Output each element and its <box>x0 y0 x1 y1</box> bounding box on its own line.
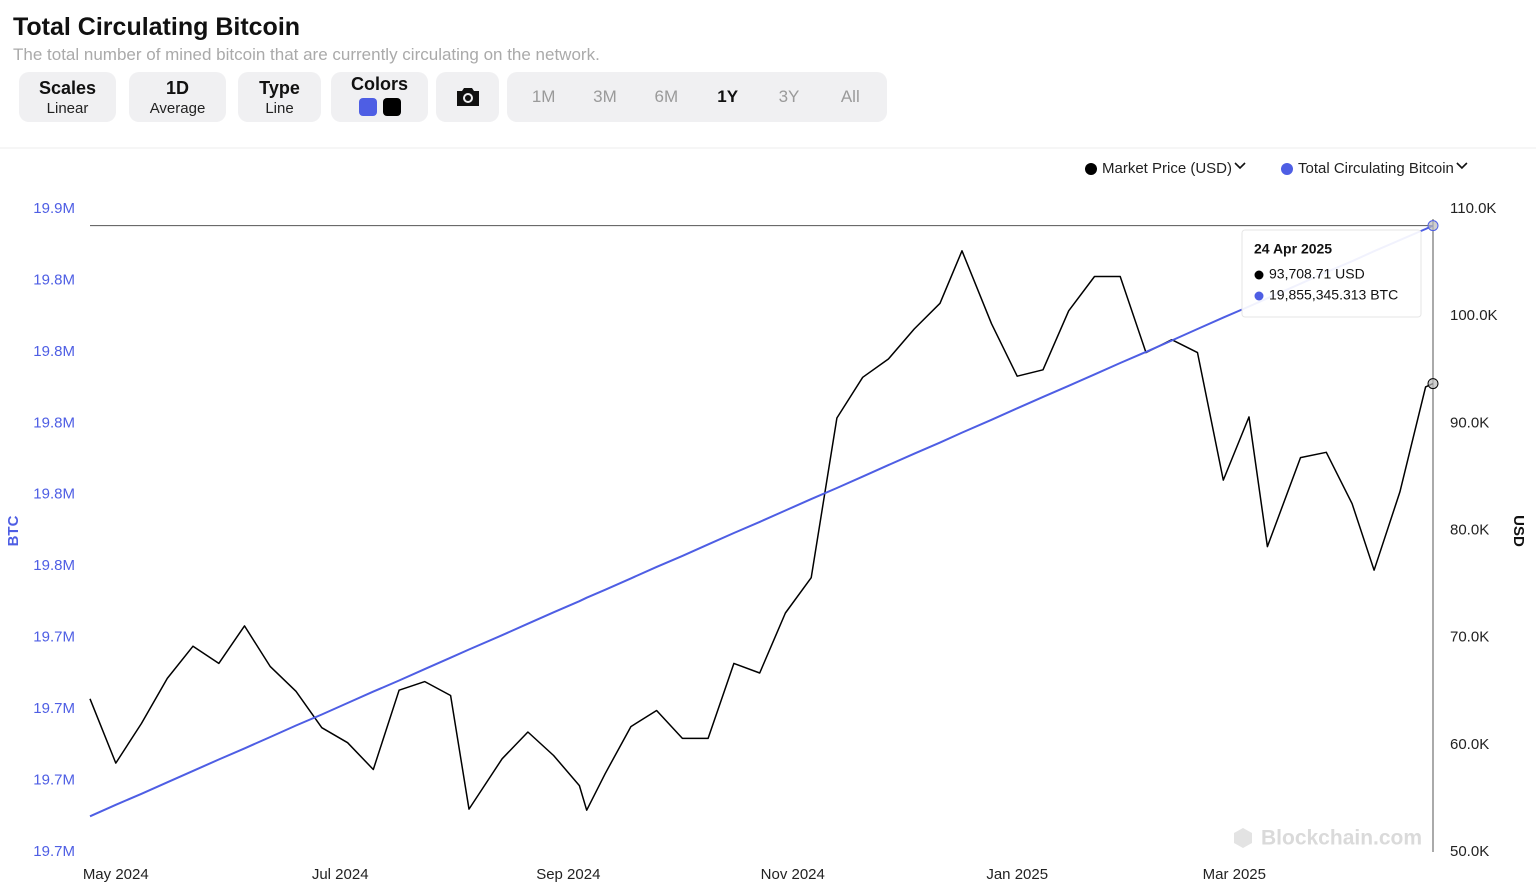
swatches <box>356 95 404 121</box>
swatch <box>358 97 377 116</box>
tooltip-box <box>1241 229 1422 318</box>
range-button[interactable]: 6M <box>654 87 679 106</box>
legend-marker <box>1281 163 1293 175</box>
x-tick-label: Mar 2025 <box>1203 866 1266 883</box>
legend-label: Market Price (USD) <box>1102 160 1232 177</box>
swatch <box>382 97 401 116</box>
y-tick-label: 19.8M <box>33 557 75 574</box>
range-button[interactable]: 3Y <box>778 87 800 106</box>
hover-point <box>1427 378 1439 390</box>
legend-chevron <box>1456 162 1468 170</box>
camera-icon <box>456 88 479 106</box>
tooltip-date: 24 Apr 2025 <box>1254 241 1332 257</box>
y-axis-title: BTC <box>5 515 22 546</box>
tooltip-value: 19,855,345.313 BTC <box>1269 287 1398 303</box>
tooltip-value: 93,708.71 USD <box>1269 266 1365 282</box>
y-tick-label: 19.8M <box>33 486 75 503</box>
y-tick-label: 19.7M <box>33 772 75 789</box>
y2-tick-label: 100.0K <box>1450 307 1498 324</box>
y2-tick-label: 70.0K <box>1450 629 1489 646</box>
y-tick-label: 19.7M <box>33 843 75 860</box>
y-tick-label: 19.7M <box>33 700 75 717</box>
range-button[interactable]: 1Y <box>717 87 739 106</box>
control-title: 1D <box>165 77 189 98</box>
y2-tick-label: 60.0K <box>1450 736 1489 753</box>
y2-tick-label: 50.0K <box>1450 843 1489 860</box>
legend-label: Total Circulating Bitcoin <box>1298 160 1454 177</box>
control-value: Average <box>149 99 206 117</box>
control-title: Type <box>259 77 300 98</box>
tooltip-marker <box>1254 270 1264 280</box>
control-button[interactable]: Type Line <box>238 72 321 122</box>
legend-item[interactable]: Market Price (USD) <box>1085 160 1246 177</box>
control-button[interactable]: 1D Average <box>129 72 226 122</box>
control-button[interactable]: Scales Linear <box>19 72 116 122</box>
y-tick-label: 19.7M <box>33 629 75 646</box>
x-tick-label: May 2024 <box>83 866 149 883</box>
control-value: Linear <box>46 99 89 117</box>
watermark-logo <box>1234 828 1252 848</box>
range-button[interactable]: 1M <box>531 87 556 106</box>
y-tick-label: 19.8M <box>33 343 75 360</box>
y2-tick-label: 80.0K <box>1450 521 1489 538</box>
y-tick-label: 19.8M <box>33 271 75 288</box>
colors-label: Colors <box>350 73 408 94</box>
colors-button[interactable]: Colors <box>331 72 428 122</box>
y-tick-label: 19.9M <box>33 200 75 217</box>
series-line <box>89 250 1434 811</box>
tooltip-marker <box>1254 291 1264 301</box>
x-tick-label: Jul 2024 <box>312 866 369 883</box>
x-tick-label: Jan 2025 <box>986 866 1048 883</box>
title: Total Circulating Bitcoin <box>13 13 301 41</box>
watermark: Blockchain.com <box>1234 827 1422 850</box>
range-button[interactable]: All <box>840 87 860 106</box>
subtitle: The total number of mined bitcoin that a… <box>13 45 600 64</box>
watermark-text: Blockchain.com <box>1261 827 1422 850</box>
control-title: Scales <box>38 77 97 98</box>
range-selector: 1M 3M 6M 1Y 3Y All <box>507 72 887 122</box>
x-tick-label: Sep 2024 <box>536 866 600 883</box>
legend-chevron <box>1234 162 1246 170</box>
y2-axis-title: USD <box>1510 515 1527 547</box>
series-line <box>89 224 1434 818</box>
legend-marker <box>1085 163 1097 175</box>
legend-item[interactable]: Total Circulating Bitcoin <box>1281 160 1468 177</box>
tooltip: 24 Apr 2025 93,708.71 USD 19,855,345.313 B… <box>1241 229 1422 318</box>
y2-tick-label: 90.0K <box>1450 414 1489 431</box>
camera-button[interactable] <box>436 72 499 122</box>
control-value: Line <box>265 99 294 117</box>
hover-point <box>1427 220 1439 232</box>
y-tick-label: 19.8M <box>33 414 75 431</box>
range-button[interactable]: 3M <box>593 87 617 106</box>
x-tick-label: Nov 2024 <box>761 866 825 883</box>
y2-tick-label: 110.0K <box>1450 200 1496 217</box>
